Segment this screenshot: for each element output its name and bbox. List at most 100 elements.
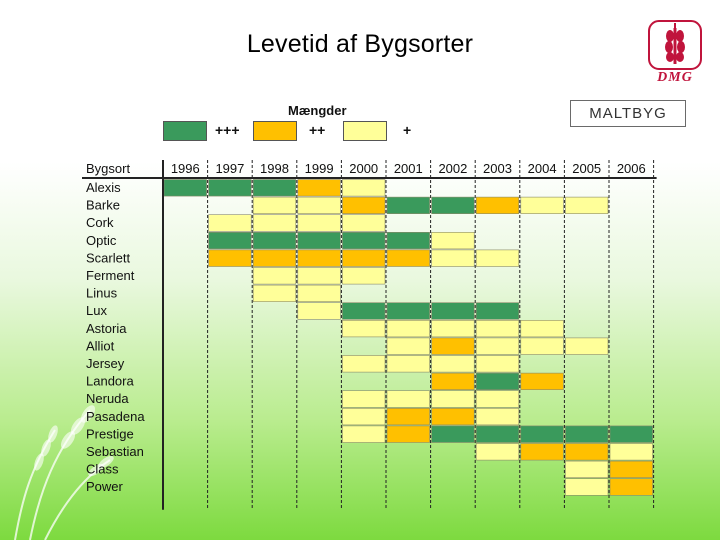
cell-lux-2000 bbox=[342, 302, 386, 320]
cell-lux-1999 bbox=[297, 302, 341, 320]
cell-scarlett-1998 bbox=[252, 249, 297, 267]
cell-alexis-1998 bbox=[252, 179, 297, 197]
legend-swatch-low bbox=[343, 121, 387, 141]
cell-landora-2003 bbox=[475, 372, 520, 391]
cell-alliot-2002 bbox=[431, 337, 475, 355]
year-label-2002: 2002 bbox=[438, 161, 467, 176]
cell-linus-1998 bbox=[252, 284, 297, 303]
cell-pasadena-2003 bbox=[475, 407, 520, 426]
year-label-2005: 2005 bbox=[572, 161, 601, 176]
cell-cork-1999 bbox=[297, 214, 341, 232]
cell-prestige-2002 bbox=[431, 425, 475, 443]
year-label-1996: 1996 bbox=[171, 161, 200, 176]
year-label-2000: 2000 bbox=[349, 161, 378, 176]
variety-label-jersey: Jersey bbox=[86, 356, 125, 371]
cell-barke-1998 bbox=[252, 196, 297, 215]
cell-scarlett-1997 bbox=[208, 249, 252, 267]
cell-astoria-2003 bbox=[475, 319, 520, 338]
legend-swatch-high bbox=[163, 121, 207, 141]
cell-ferment-1999 bbox=[297, 267, 341, 285]
cell-astoria-2001 bbox=[386, 319, 430, 338]
year-label-2006: 2006 bbox=[617, 161, 646, 176]
cell-power-2006 bbox=[609, 478, 653, 496]
cell-barke-2001 bbox=[386, 196, 430, 215]
cell-pasadena-2000 bbox=[342, 407, 386, 426]
year-label-1998: 1998 bbox=[260, 161, 289, 176]
variety-label-linus: Linus bbox=[86, 286, 118, 301]
variety-label-scarlett: Scarlett bbox=[86, 250, 130, 265]
variety-label-landora: Landora bbox=[86, 374, 134, 389]
logo-text: DMG bbox=[657, 70, 693, 85]
cell-prestige-2004 bbox=[520, 425, 564, 443]
cell-pasadena-2002 bbox=[431, 407, 475, 426]
cell-prestige-2006 bbox=[609, 425, 653, 443]
cell-linus-1999 bbox=[297, 284, 341, 303]
cell-sebastian-2003 bbox=[475, 443, 520, 461]
cell-scarlett-1999 bbox=[297, 249, 341, 267]
cell-landora-2004 bbox=[520, 372, 564, 391]
cell-ferment-2000 bbox=[342, 267, 386, 285]
page-title: Levetid af Bygsorter bbox=[246, 30, 474, 58]
row-header-label: Bygsort bbox=[86, 161, 130, 176]
cell-astoria-2004 bbox=[520, 319, 564, 338]
cell-alexis-1996 bbox=[163, 179, 207, 197]
cell-sebastian-2004 bbox=[520, 443, 564, 461]
variety-label-power: Power bbox=[86, 479, 124, 494]
cell-cork-1997 bbox=[208, 214, 252, 232]
wheat-decoration-icon bbox=[14, 405, 114, 540]
cell-alliot-2004 bbox=[520, 337, 564, 355]
year-label-2001: 2001 bbox=[394, 161, 423, 176]
cell-alexis-1999 bbox=[297, 179, 341, 197]
cell-pasadena-2001 bbox=[386, 407, 430, 426]
maltbyg-badge: MALTBYG bbox=[570, 100, 686, 127]
cell-optic-2002 bbox=[431, 232, 475, 250]
cell-jersey-2001 bbox=[386, 355, 430, 373]
year-label-2004: 2004 bbox=[528, 161, 557, 176]
variety-label-cork: Cork bbox=[86, 215, 114, 230]
cell-jersey-2000 bbox=[342, 355, 386, 373]
cell-neruda-2001 bbox=[386, 390, 430, 408]
cell-alliot-2005 bbox=[565, 337, 609, 355]
cell-prestige-2005 bbox=[565, 425, 609, 443]
cell-neruda-2000 bbox=[342, 390, 386, 408]
legend-label-high: +++ bbox=[215, 122, 240, 138]
cell-prestige-2001 bbox=[386, 425, 430, 443]
cell-cork-2000 bbox=[342, 214, 386, 232]
cell-class-2006 bbox=[609, 460, 653, 479]
cell-power-2005 bbox=[565, 478, 609, 496]
cell-neruda-2003 bbox=[475, 390, 520, 408]
cell-prestige-2003 bbox=[475, 425, 520, 443]
cell-cork-1998 bbox=[252, 214, 297, 232]
cell-barke-1999 bbox=[297, 196, 341, 215]
cell-barke-2002 bbox=[431, 196, 475, 215]
cell-jersey-2003 bbox=[475, 355, 520, 373]
cell-scarlett-2001 bbox=[386, 249, 430, 267]
variety-label-prestige: Prestige bbox=[86, 426, 134, 441]
cell-prestige-2000 bbox=[342, 425, 386, 443]
variety-label-barke: Barke bbox=[86, 198, 120, 213]
cell-alexis-2000 bbox=[342, 179, 386, 197]
cell-astoria-2002 bbox=[431, 319, 475, 338]
dmg-logo bbox=[648, 20, 702, 70]
variety-label-pasadena: Pasadena bbox=[86, 409, 145, 424]
cell-sebastian-2006 bbox=[609, 443, 653, 461]
cell-lux-2003 bbox=[475, 302, 520, 320]
cell-ferment-1998 bbox=[252, 267, 297, 285]
variety-label-astoria: Astoria bbox=[86, 321, 127, 336]
cell-optic-2001 bbox=[386, 232, 430, 250]
cell-lux-2001 bbox=[386, 302, 430, 320]
legend-title: Mængder bbox=[288, 103, 347, 118]
legend-label-medium: ++ bbox=[309, 122, 326, 138]
year-label-1999: 1999 bbox=[305, 161, 334, 176]
cell-astoria-2000 bbox=[342, 319, 386, 338]
cell-scarlett-2003 bbox=[475, 249, 520, 267]
cell-scarlett-2002 bbox=[431, 249, 475, 267]
cell-optic-2000 bbox=[342, 232, 386, 250]
variety-label-class: Class bbox=[86, 462, 119, 477]
cell-neruda-2002 bbox=[431, 390, 475, 408]
cell-alliot-2003 bbox=[475, 337, 520, 355]
cell-landora-2002 bbox=[431, 372, 475, 391]
legend-swatch-medium bbox=[253, 121, 297, 141]
variety-label-ferment: Ferment bbox=[86, 268, 135, 283]
cell-optic-1999 bbox=[297, 232, 341, 250]
